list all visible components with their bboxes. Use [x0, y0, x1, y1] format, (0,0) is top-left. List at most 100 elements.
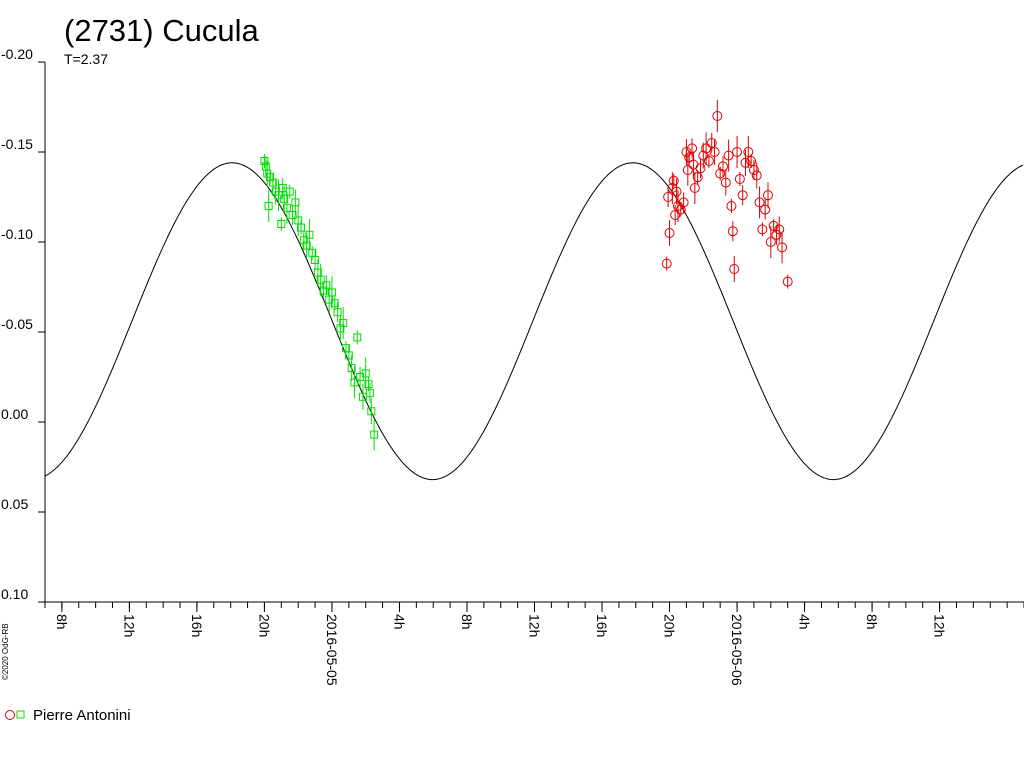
x-axis: 8h 12h 16h 20h 2016-05-05 4h 8h 12h 16h 20h 2016-0…: [44, 602, 1024, 686]
series-green-squares: [260, 154, 379, 451]
data-point-circle: [689, 183, 700, 193]
data-point-square: [291, 198, 300, 207]
x-tick-label: 12h: [932, 614, 948, 637]
data-point-square: [260, 157, 269, 165]
data-point-circle: [709, 147, 720, 157]
data-point-square: [319, 286, 328, 295]
data-point-circle: [754, 197, 765, 208]
x-tick-label: 2016-05-06: [729, 614, 745, 686]
data-point-circle: [748, 165, 759, 175]
y-tick-label: -0.15: [1, 136, 33, 152]
data-point-circle: [681, 147, 692, 157]
x-tick-label: 20h: [256, 614, 272, 637]
x-tick-label: 4h: [797, 614, 813, 630]
x-tick-label: 16h: [189, 614, 205, 637]
y-tick-label: 0.00: [1, 406, 28, 422]
chart-title: (2731) Cucula: [64, 13, 259, 48]
data-point-square: [264, 202, 273, 210]
data-point-circle: [729, 264, 740, 274]
data-point-square: [280, 194, 289, 203]
y-tick-label: -0.05: [1, 316, 33, 332]
data-point-circle: [682, 165, 693, 175]
x-tick-label: 12h: [527, 614, 543, 637]
data-point-square: [353, 333, 362, 342]
data-point-square: [302, 241, 311, 250]
x-tick-label: 16h: [594, 614, 610, 637]
data-point-circle: [765, 237, 776, 247]
data-point-circle: [726, 201, 737, 211]
data-point-circle: [732, 147, 743, 157]
x-tick-label: 12h: [121, 614, 137, 637]
legend-square-marker: [16, 710, 25, 719]
y-axis: -0.20 -0.15 -0.10 -0.05 0.00 0.05 0.10: [1, 46, 45, 603]
data-point-square: [347, 364, 356, 372]
data-point-circle: [740, 157, 751, 168]
data-point-circle: [771, 229, 782, 240]
data-point-circle: [774, 224, 785, 235]
x-tick-label: 8h: [54, 614, 70, 630]
data-point-circle: [757, 224, 768, 235]
data-point-circle: [782, 276, 793, 287]
fit-curve: [44, 162, 1024, 481]
y-tick-label: -0.20: [1, 46, 33, 62]
data-point-square: [367, 407, 376, 416]
legend: Pierre Antonini: [5, 707, 131, 724]
x-tick-label: 20h: [662, 614, 678, 637]
data-point-circle: [768, 220, 779, 231]
data-point-square: [285, 187, 294, 196]
data-point-circle: [715, 168, 726, 179]
data-point-square: [268, 178, 277, 187]
data-point-circle: [777, 242, 788, 253]
data-point-square: [327, 288, 336, 297]
y-tick-label: 0.05: [1, 496, 28, 512]
data-point-square: [339, 319, 348, 327]
data-point-circle: [675, 204, 686, 215]
x-tick-label: 8h: [864, 614, 880, 630]
data-point-circle: [701, 143, 712, 154]
copyright-text: ©2020 OdG-RB: [1, 623, 10, 680]
y-tick-label: -0.10: [1, 226, 33, 242]
legend-circle-marker: [5, 710, 15, 720]
data-point-circle: [760, 204, 771, 215]
data-point-square: [365, 389, 374, 398]
data-point-square: [364, 380, 373, 389]
data-point-square: [344, 351, 353, 360]
data-point-circle: [762, 190, 773, 201]
data-point-square: [297, 223, 306, 232]
chart-subtitle: T=2.37: [64, 51, 108, 67]
data-point-circle: [672, 201, 683, 211]
data-point-circle: [670, 210, 681, 220]
data-point-circle: [692, 172, 703, 183]
data-point-square: [299, 236, 308, 245]
data-point-square: [288, 211, 297, 219]
data-point-circle: [698, 150, 709, 161]
data-point-square: [330, 299, 339, 308]
data-point-square: [266, 173, 275, 182]
x-tick-label: 8h: [459, 614, 475, 630]
data-point-square: [322, 281, 331, 290]
data-point-circle: [678, 197, 689, 208]
data-point-circle: [734, 174, 745, 184]
x-tick-label: 2016-05-05: [324, 614, 340, 686]
data-point-circle: [668, 175, 679, 186]
legend-label: Pierre Antonini: [33, 707, 131, 724]
plot-frame: [44, 62, 1024, 603]
data-point-circle: [717, 161, 728, 172]
data-point-circle: [664, 228, 675, 238]
data-point-square: [370, 430, 379, 439]
data-point-square: [350, 378, 359, 387]
data-point-circle: [706, 138, 717, 148]
data-point-circle: [695, 163, 706, 174]
data-point-circle: [751, 170, 762, 181]
data-point-square: [316, 275, 325, 284]
data-point-circle: [661, 258, 672, 269]
data-point-circle: [712, 111, 723, 121]
data-point-circle: [703, 156, 714, 166]
data-point-circle: [720, 177, 731, 188]
data-point-circle: [746, 156, 757, 166]
data-point-square: [336, 324, 345, 333]
data-point-circle: [723, 150, 734, 161]
data-point-square: [282, 203, 291, 212]
fit-curve-line: [44, 162, 1024, 481]
